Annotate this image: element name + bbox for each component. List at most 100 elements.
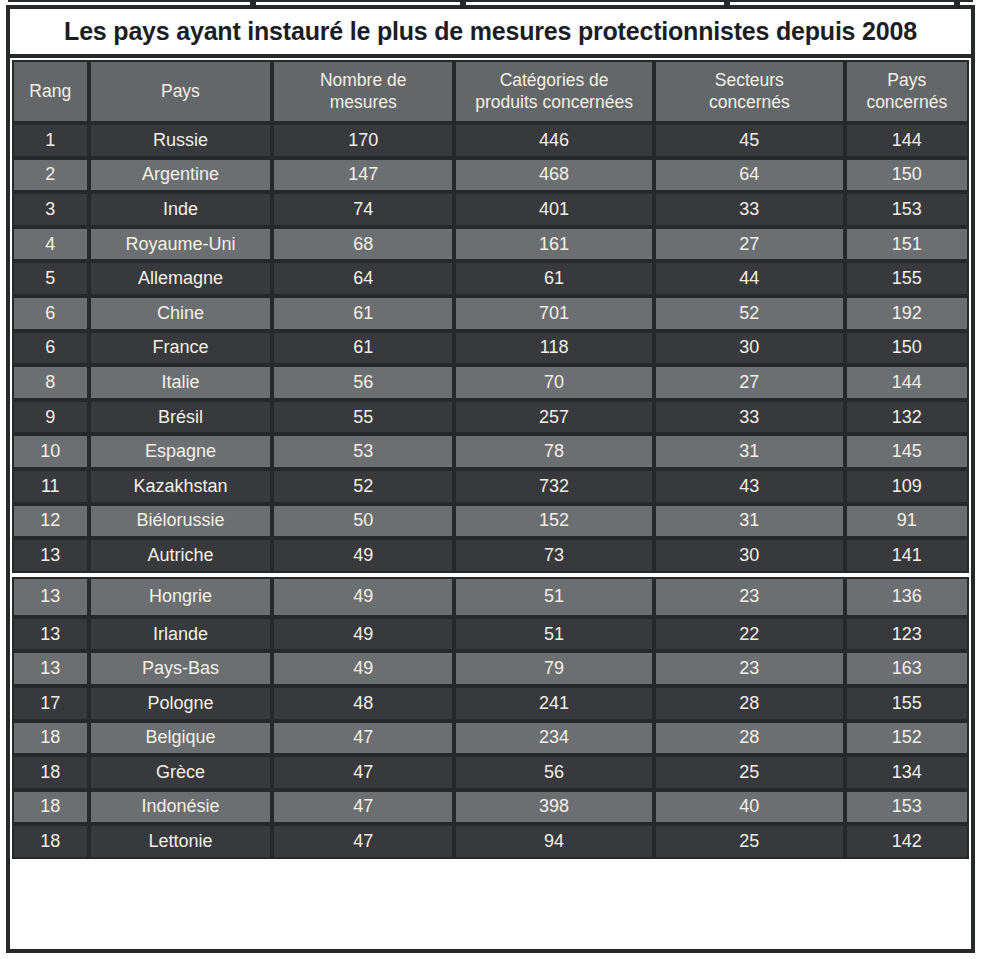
table-cell: 2 <box>12 158 89 193</box>
table-cell: 64 <box>654 158 844 193</box>
header-rang: Rang <box>12 60 89 123</box>
table-cell: 234 <box>454 721 654 756</box>
table-cell: Inde <box>89 192 273 227</box>
table-row: 18Lettonie479425142 <box>12 824 969 859</box>
table-cell: 13 <box>12 538 89 573</box>
table-row: 13Hongrie495123136 <box>12 577 969 617</box>
table-cell: 27 <box>654 365 844 400</box>
table-cell: 123 <box>845 617 969 652</box>
table-row: 18Belgique4723428152 <box>12 721 969 756</box>
table-cell: Royaume-Uni <box>89 227 273 262</box>
header-pays-concernes: Pays concernés <box>845 60 969 123</box>
table-row: 13Pays-Bas497923163 <box>12 651 969 686</box>
table-cell: 25 <box>654 755 844 790</box>
table-cell: Irlande <box>89 617 273 652</box>
table-cell: 155 <box>845 686 969 721</box>
table-cell: Russie <box>89 123 273 158</box>
table-cell: 3 <box>12 192 89 227</box>
table-cell: Chine <box>89 296 273 331</box>
table-cell: 10 <box>12 434 89 469</box>
table-cell: 47 <box>272 790 454 825</box>
table-cell: 192 <box>845 296 969 331</box>
table-cell: Pologne <box>89 686 273 721</box>
table-cell: 45 <box>654 123 844 158</box>
table-cell: 43 <box>654 469 844 504</box>
table-cell: Indonésie <box>89 790 273 825</box>
table-cell: 701 <box>454 296 654 331</box>
table-cell: 49 <box>272 617 454 652</box>
table-cell: 48 <box>272 686 454 721</box>
table-row: 17Pologne4824128155 <box>12 686 969 721</box>
header-nombre-mesures: Nombre de mesures <box>272 60 454 123</box>
table-cell: 155 <box>845 261 969 296</box>
table-row: 8Italie567027144 <box>12 365 969 400</box>
table-cell: 446 <box>454 123 654 158</box>
table-cell: 6 <box>12 296 89 331</box>
table-row: 13Irlande495122123 <box>12 617 969 652</box>
table-cell: 22 <box>654 617 844 652</box>
table-cell: 12 <box>12 504 89 539</box>
table-container: Rang Pays Nombre de mesures Catégories d… <box>10 58 971 861</box>
table-cell: 28 <box>654 721 844 756</box>
table-row: 1Russie17044645144 <box>12 123 969 158</box>
table-cell: 161 <box>454 227 654 262</box>
table-row: 18Indonésie4739840153 <box>12 790 969 825</box>
table-cell: 30 <box>654 331 844 366</box>
table-cell: Grèce <box>89 755 273 790</box>
table-cell: 152 <box>454 504 654 539</box>
table-cell: 134 <box>845 755 969 790</box>
table-cell: 49 <box>272 538 454 573</box>
table-cell: 118 <box>454 331 654 366</box>
table-cell: 147 <box>272 158 454 193</box>
table-row: 11Kazakhstan5273243109 <box>12 469 969 504</box>
table-body: 1Russie170446451442Argentine147468641503… <box>12 123 969 859</box>
table-cell: 31 <box>654 504 844 539</box>
table-row: 3Inde7440133153 <box>12 192 969 227</box>
table-cell: 49 <box>272 577 454 617</box>
table-cell: 163 <box>845 651 969 686</box>
table-cell: 18 <box>12 790 89 825</box>
table-cell: 64 <box>272 261 454 296</box>
table-cell: 33 <box>654 400 844 435</box>
table-cell: Allemagne <box>89 261 273 296</box>
table-cell: 144 <box>845 123 969 158</box>
table-cell: 257 <box>454 400 654 435</box>
table-cell: 56 <box>454 755 654 790</box>
table-cell: 56 <box>272 365 454 400</box>
header-categories-produits: Catégories de produits concernées <box>454 60 654 123</box>
table-row: 6Chine6170152192 <box>12 296 969 331</box>
table-row: 6France6111830150 <box>12 331 969 366</box>
table-cell: 109 <box>845 469 969 504</box>
table-cell: 153 <box>845 790 969 825</box>
table-cell: Pays-Bas <box>89 651 273 686</box>
table-cell: 52 <box>272 469 454 504</box>
table-cell: 136 <box>845 577 969 617</box>
crop-artifact-line <box>8 0 973 2</box>
page: Les pays ayant instauré le plus de mesur… <box>0 0 981 959</box>
table-cell: 23 <box>654 577 844 617</box>
table-cell: 78 <box>454 434 654 469</box>
table-row: 2Argentine14746864150 <box>12 158 969 193</box>
table-cell: 6 <box>12 331 89 366</box>
table-cell: 40 <box>654 790 844 825</box>
table-cell: 50 <box>272 504 454 539</box>
table-cell: Italie <box>89 365 273 400</box>
table-cell: Espagne <box>89 434 273 469</box>
table-cell: 23 <box>654 651 844 686</box>
table-cell: 55 <box>272 400 454 435</box>
table-cell: 61 <box>272 296 454 331</box>
table-row: 12Biélorussie501523191 <box>12 504 969 539</box>
table-cell: 27 <box>654 227 844 262</box>
table-cell: 44 <box>654 261 844 296</box>
table-cell: 13 <box>12 617 89 652</box>
table-cell: 30 <box>654 538 844 573</box>
table-cell: 49 <box>272 651 454 686</box>
table-cell: 144 <box>845 365 969 400</box>
header-secteurs: Secteurs concernés <box>654 60 844 123</box>
table-cell: 170 <box>272 123 454 158</box>
table-cell: 94 <box>454 824 654 859</box>
table-cell: 8 <box>12 365 89 400</box>
table-cell: Brésil <box>89 400 273 435</box>
table-cell: 91 <box>845 504 969 539</box>
table-header: Rang Pays Nombre de mesures Catégories d… <box>12 60 969 123</box>
